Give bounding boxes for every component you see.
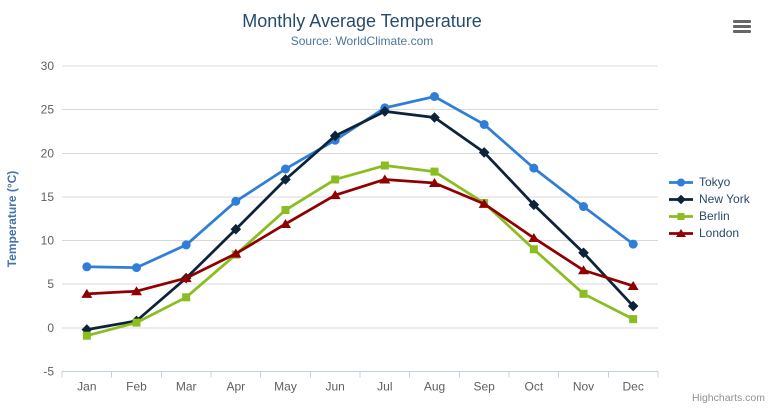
data-point[interactable] [81, 324, 93, 335]
legend-item-london[interactable]: London [668, 227, 750, 240]
y-axis-label: 15 [41, 190, 55, 204]
x-axis-label: Jan [77, 380, 96, 394]
data-point[interactable] [528, 199, 540, 211]
legend: Tokyo New York Berlin London [668, 176, 750, 240]
data-point[interactable] [529, 245, 538, 254]
chart-title: Monthly Average Temperature [242, 11, 482, 31]
data-point[interactable] [379, 174, 391, 184]
data-point[interactable] [132, 263, 141, 273]
x-axis-label: Aug [424, 380, 445, 394]
data-point[interactable] [280, 218, 291, 228]
legend-item-berlin[interactable]: Berlin [668, 210, 750, 223]
data-point[interactable] [331, 175, 340, 184]
data-point[interactable] [430, 167, 439, 176]
legend-item-label: New York [699, 192, 750, 206]
series-london [81, 174, 639, 298]
data-point[interactable] [380, 161, 389, 170]
x-axis-label: Jul [377, 380, 392, 394]
data-point[interactable] [429, 112, 440, 123]
data-point[interactable] [478, 198, 490, 208]
x-axis-label: Mar [176, 380, 197, 394]
data-point[interactable] [329, 130, 341, 142]
data-point[interactable] [628, 239, 638, 249]
chart-context-menu-button[interactable] [731, 18, 753, 38]
data-point[interactable] [429, 177, 440, 187]
data-point[interactable] [280, 174, 291, 185]
x-axis-label: Apr [226, 380, 245, 394]
data-point[interactable] [379, 106, 391, 117]
y-axis-label: -5 [43, 365, 54, 379]
y-axis-label: 20 [41, 146, 55, 160]
x-axis-label: May [274, 380, 297, 394]
legend-item-label: Berlin [699, 209, 730, 223]
hamburger-icon [731, 18, 753, 38]
data-point[interactable] [578, 265, 589, 275]
series-new-york [81, 106, 639, 335]
legend-item-tokyo[interactable]: Tokyo [668, 176, 750, 189]
data-point[interactable] [479, 119, 489, 129]
data-point[interactable] [231, 196, 241, 206]
y-axis-label: 10 [41, 234, 55, 248]
data-point[interactable] [579, 289, 588, 298]
series-line-berlin [85, 164, 635, 338]
x-axis-label: Dec [622, 380, 643, 394]
x-axis-label: Nov [573, 380, 594, 394]
y-axis-label: 5 [47, 277, 54, 291]
data-point[interactable] [529, 163, 539, 173]
data-point[interactable] [281, 206, 290, 215]
x-axis-label: Feb [126, 380, 147, 394]
legend-marker-square-icon [669, 213, 693, 220]
data-point[interactable] [131, 286, 142, 296]
credits-link[interactable]: Highcharts.com [692, 392, 765, 404]
x-axis-label: Jun [325, 380, 344, 394]
y-axis-label: 0 [47, 321, 54, 335]
series-line-new-york [85, 110, 635, 331]
legend-item-new-york[interactable]: New York [668, 193, 750, 206]
legend-marker-triangle-icon [669, 229, 693, 237]
data-point[interactable] [180, 273, 192, 283]
data-point[interactable] [82, 331, 91, 340]
legend-marker-diamond-icon [669, 194, 693, 205]
x-axis-label: Oct [524, 380, 543, 394]
x-axis-label: Sep [473, 380, 495, 394]
legend-item-label: Tokyo [699, 175, 731, 189]
data-point[interactable] [230, 248, 242, 258]
data-point[interactable] [578, 247, 589, 259]
data-point[interactable] [629, 315, 638, 324]
data-point[interactable] [528, 232, 540, 242]
data-point[interactable] [281, 164, 290, 174]
y-axis-label: 30 [41, 59, 55, 73]
series-line-london [85, 178, 635, 296]
data-point[interactable] [81, 288, 93, 298]
data-point[interactable] [329, 190, 341, 200]
data-point[interactable] [627, 280, 639, 290]
data-point[interactable] [430, 92, 439, 102]
data-point[interactable] [82, 262, 92, 272]
series-tokyo [82, 92, 638, 273]
y-axis-label: 25 [41, 103, 55, 117]
legend-marker-circle-icon [669, 178, 693, 187]
chart-subtitle: Source: WorldClimate.com [290, 34, 434, 48]
data-point[interactable] [132, 318, 141, 327]
legend-item-label: London [699, 226, 740, 240]
data-point[interactable] [181, 240, 191, 250]
data-point[interactable] [627, 300, 639, 312]
data-point[interactable] [478, 147, 490, 158]
data-point[interactable] [579, 202, 588, 212]
data-point[interactable] [182, 293, 191, 302]
data-point[interactable] [230, 223, 242, 235]
